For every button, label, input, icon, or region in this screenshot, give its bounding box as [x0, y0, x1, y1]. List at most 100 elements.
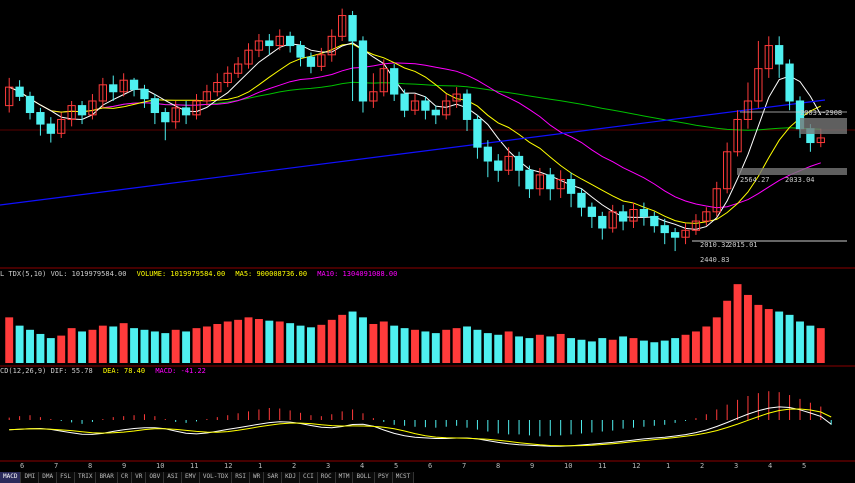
- macd-value: MACD: -41.22: [155, 367, 206, 375]
- candle-body: [535, 174, 545, 190]
- indicator-tab[interactable]: DMI: [21, 472, 40, 483]
- indicator-tab[interactable]: TRIX: [74, 472, 97, 483]
- candle-body: [712, 188, 721, 213]
- candle-body: [473, 118, 482, 148]
- indicator-tab[interactable]: KDJ: [282, 472, 300, 483]
- indicator-tab[interactable]: MTM: [335, 472, 354, 483]
- volume-bar: [816, 328, 825, 363]
- month-label: 12: [224, 462, 233, 470]
- volume-bar: [5, 317, 14, 363]
- volume-bar: [681, 334, 690, 363]
- candle-body: [285, 35, 295, 47]
- candle-body: [161, 112, 170, 123]
- candle-body: [514, 155, 524, 171]
- candle-body: [452, 93, 461, 102]
- indicator-tab[interactable]: DMA: [39, 472, 58, 483]
- ma10-line: [8, 43, 822, 224]
- indicator-tab[interactable]: CCI: [299, 472, 318, 483]
- macd-indicator-bar: CD(12,26,9) DIF: 55.78 DEA: 78.40 MACD: …: [0, 367, 212, 375]
- candle-body: [421, 100, 430, 111]
- volume-bar: [327, 319, 336, 363]
- candle-body: [296, 45, 305, 58]
- month-label: 9: [530, 462, 535, 470]
- dea-line: [9, 408, 832, 447]
- volume-bar: [785, 314, 794, 363]
- volume-bar: [161, 333, 170, 363]
- indicator-tab[interactable]: MACD: [0, 472, 22, 483]
- candle-body: [660, 225, 669, 234]
- candle-body: [213, 82, 222, 93]
- candle-body: [390, 68, 399, 95]
- volume-bar: [265, 320, 274, 363]
- volume-bar: [598, 338, 607, 363]
- volume-ma5: MA5: 900008736.00: [235, 270, 308, 278]
- indicator-tab[interactable]: SAR: [264, 472, 283, 483]
- volume-bar: [671, 338, 680, 363]
- candle-body: [598, 215, 607, 229]
- candle-body: [431, 109, 440, 116]
- volume-bar: [723, 300, 732, 363]
- price-annotation-mid-right: 2033.04: [785, 176, 815, 184]
- month-label: 5: [802, 462, 807, 470]
- volume-bar: [359, 317, 367, 363]
- volume-bar: [119, 323, 128, 363]
- candle-body: [587, 206, 597, 217]
- candle-body: [5, 86, 14, 107]
- indicator-tab[interactable]: FSL: [57, 472, 75, 483]
- volume-bar: [702, 326, 711, 363]
- month-label: 9: [122, 462, 127, 470]
- volume-bar: [494, 334, 503, 363]
- indicator-tab[interactable]: BOLL: [353, 472, 375, 483]
- indicator-tab[interactable]: WR: [250, 472, 265, 483]
- indicator-tab[interactable]: OBV: [146, 472, 165, 483]
- volume-bar: [442, 329, 451, 363]
- candle-body: [670, 232, 680, 238]
- volume-bar: [306, 327, 315, 363]
- indicator-tab[interactable]: PSY: [374, 472, 393, 483]
- indicator-tab[interactable]: VOL-TDX: [199, 472, 233, 483]
- volume-bar: [712, 317, 721, 363]
- volume-bar: [67, 328, 76, 363]
- volume-bar: [254, 319, 263, 363]
- macd-label: CD(12,26,9) DIF: 55.78: [0, 367, 93, 375]
- indicator-tab[interactable]: VR: [132, 472, 147, 483]
- candle-body: [140, 88, 149, 100]
- candle-body: [629, 209, 638, 222]
- month-label: 6: [428, 462, 433, 470]
- volume-bar: [463, 326, 471, 363]
- candle-body: [691, 220, 701, 231]
- indicator-tab[interactable]: BRAR: [96, 472, 118, 483]
- month-label: 7: [462, 462, 467, 470]
- candle-body: [639, 209, 649, 217]
- indicator-tab[interactable]: MCST: [392, 472, 415, 483]
- volume-bar: [57, 335, 66, 363]
- volume-bar: [650, 342, 659, 363]
- candle-body: [244, 49, 253, 65]
- month-label: 2: [700, 462, 705, 470]
- candle-body: [88, 100, 97, 116]
- volume-bar: [286, 323, 295, 363]
- volume-bar: [556, 333, 565, 363]
- indicator-tab[interactable]: EMV: [182, 472, 200, 483]
- volume-bar: [577, 339, 586, 363]
- volume-bar: [515, 336, 524, 363]
- volume-bar: [473, 329, 482, 363]
- volume-bar: [88, 329, 97, 363]
- ma5-line: [8, 42, 822, 230]
- month-label: 4: [768, 462, 773, 470]
- candle-body: [119, 79, 128, 93]
- candle-body: [650, 215, 659, 227]
- indicator-tabs: MACD DMI DMA FSL TRIX BRAR CR VR OBV ASI EMV VOL-TD…: [0, 472, 855, 483]
- indicator-tab[interactable]: CR: [117, 472, 133, 483]
- indicator-tab[interactable]: ASI: [164, 472, 183, 483]
- volume-bar: [608, 339, 617, 363]
- volume-bar: [535, 334, 544, 363]
- indicator-tab[interactable]: RSI: [232, 472, 251, 483]
- volume-bar: [733, 284, 742, 363]
- indicator-tab[interactable]: ROC: [317, 472, 336, 483]
- volume-label: L TDX(5,10) VOL: 1019979584.00: [0, 270, 127, 278]
- candle-body: [77, 105, 87, 116]
- volume-bar: [806, 325, 815, 363]
- volume-bar: [421, 331, 430, 363]
